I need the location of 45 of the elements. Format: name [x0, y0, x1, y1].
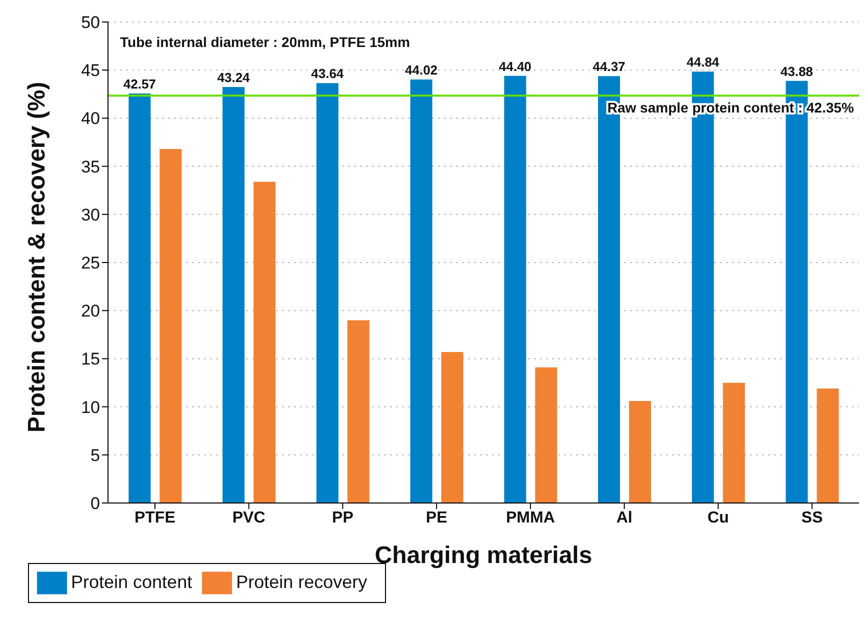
bar: [535, 367, 558, 503]
x-tick-label: PE: [426, 509, 448, 526]
annotation: Tube internal diameter : 20mm, PTFE 15mm: [120, 34, 410, 50]
data-label: 44.84: [686, 54, 720, 70]
y-tick-label: 40: [81, 109, 100, 128]
y-tick-label: 45: [81, 61, 100, 80]
bar: [128, 93, 151, 503]
x-tick-label: SS: [801, 509, 824, 526]
bar: [504, 76, 526, 503]
data-label: 42.57: [123, 76, 156, 92]
data-label: 44.02: [405, 62, 438, 78]
bar: [222, 87, 245, 503]
bar: [254, 182, 276, 503]
data-label: 43.24: [217, 70, 251, 86]
bar: [629, 401, 652, 503]
data-label: 43.88: [780, 64, 814, 79]
x-tick-label: PMMA: [506, 509, 556, 526]
data-label: 44.40: [498, 58, 532, 74]
y-tick-label: 5: [90, 446, 100, 465]
legend-label: Protein content: [71, 572, 192, 592]
x-tick-label: Al: [616, 509, 632, 526]
bar: [816, 388, 839, 503]
bar: [160, 148, 182, 503]
bar: [410, 80, 432, 503]
y-tick-label: 35: [81, 157, 100, 176]
x-tick-label: PTFE: [134, 509, 176, 526]
x-axis-title: Charging materials: [374, 542, 592, 569]
y-axis-title: Protein content & recovery (%): [24, 82, 51, 432]
data-label: 44.37: [592, 59, 626, 74]
x-tick-label: PVC: [232, 509, 266, 526]
x-tick-label: PP: [332, 509, 354, 526]
bar: [722, 382, 745, 503]
y-tick-label: 0: [90, 494, 100, 514]
bar: [316, 83, 338, 503]
y-tick-label: 50: [81, 13, 100, 32]
legend-label: Protein recovery: [236, 572, 368, 592]
y-tick-label: 25: [81, 254, 100, 273]
x-tick-label: Cu: [708, 509, 729, 526]
data-label: 43.64: [311, 66, 344, 82]
bar: [441, 352, 464, 503]
bar: [347, 320, 370, 503]
y-tick-label: 15: [81, 350, 100, 369]
y-tick-label: 10: [81, 398, 100, 417]
y-tick-label: 20: [81, 302, 100, 321]
y-tick-label: 30: [81, 205, 100, 224]
